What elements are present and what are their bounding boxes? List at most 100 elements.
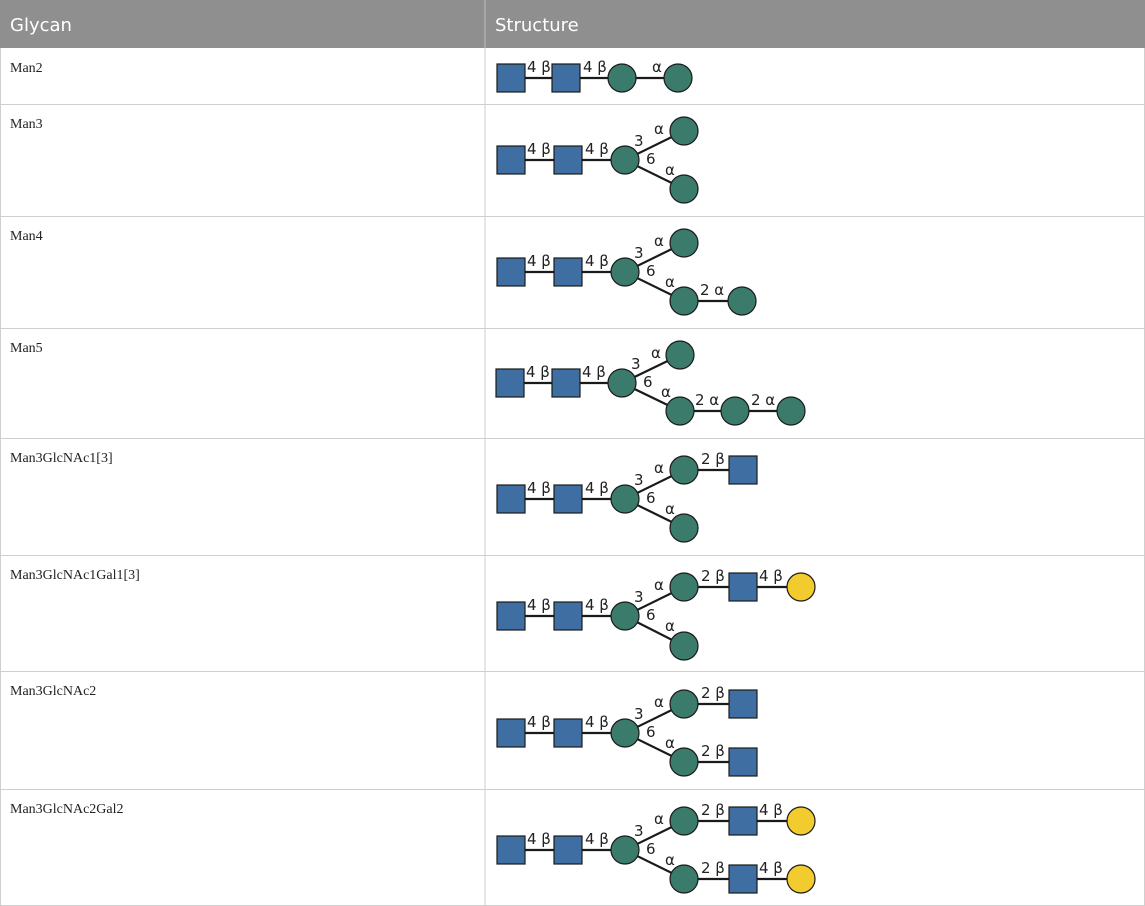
mannose-circle-icon <box>610 257 640 287</box>
table-row: Man2 4 β 4 β α <box>10 58 693 93</box>
glcnac-square-icon <box>551 368 581 398</box>
linkage-label: α <box>665 851 675 869</box>
glcnac-square-icon <box>496 718 526 748</box>
glcnac-square-icon <box>728 806 758 836</box>
glycan-name: Man3GlcNAc2Gal2 <box>10 802 124 817</box>
linkage-label: α <box>654 120 664 138</box>
linkage-label: α <box>665 273 675 291</box>
linkage-label: 4 β <box>527 140 551 158</box>
linkage-label: 6 <box>646 840 656 858</box>
mannose-circle-icon <box>776 396 806 426</box>
linkage-label: α <box>651 344 661 362</box>
linkage-label: 4 β <box>583 58 607 76</box>
mannose-circle-icon <box>669 747 699 777</box>
linkage-label: α <box>652 58 662 76</box>
linkage-label: 6 <box>643 373 653 391</box>
glycan-name: Man3GlcNAc1Gal1[3] <box>10 568 140 583</box>
linkage-label: 2 α <box>700 281 724 299</box>
glcnac-square-icon <box>728 572 758 602</box>
mannose-circle-icon <box>669 286 699 316</box>
linkage-label: 4 β <box>527 252 551 270</box>
mannose-circle-icon <box>720 396 750 426</box>
glcnac-square-icon <box>553 718 583 748</box>
linkage-label: 2 β <box>701 801 725 819</box>
mannose-circle-icon <box>669 228 699 258</box>
mannose-circle-icon <box>665 396 695 426</box>
mannose-circle-icon <box>607 63 637 93</box>
linkage-label: 3 <box>634 705 644 723</box>
mannose-circle-icon <box>669 631 699 661</box>
mannose-circle-icon <box>669 572 699 602</box>
mannose-circle-icon <box>669 689 699 719</box>
linkage-label: α <box>665 500 675 518</box>
linkage-label: α <box>661 383 671 401</box>
glcnac-square-icon <box>728 864 758 894</box>
linkage-label: 3 <box>634 822 644 840</box>
linkage-label: 6 <box>646 723 656 741</box>
linkage-label: 6 <box>646 606 656 624</box>
galactose-circle-icon <box>786 864 816 894</box>
linkage-label: 2 β <box>701 742 725 760</box>
linkage-label: 4 β <box>527 596 551 614</box>
linkage-label: 4 β <box>759 567 783 585</box>
linkage-label: 4 β <box>527 58 551 76</box>
linkage-label: 3 <box>634 132 644 150</box>
linkage-label: 4 β <box>526 363 550 381</box>
mannose-circle-icon <box>610 601 640 631</box>
header-glycan: Glycan <box>10 15 72 36</box>
linkage-label: 3 <box>634 588 644 606</box>
galactose-circle-icon <box>786 806 816 836</box>
mannose-circle-icon <box>610 484 640 514</box>
glcnac-square-icon <box>496 257 526 287</box>
glycan-name: Man2 <box>10 61 43 76</box>
linkage-label: α <box>665 161 675 179</box>
linkage-label: 3 <box>631 355 641 373</box>
glcnac-square-icon <box>553 601 583 631</box>
linkage-label: 4 β <box>585 713 609 731</box>
glcnac-square-icon <box>728 689 758 719</box>
linkage-label: 4 β <box>585 596 609 614</box>
glycan-name: Man3GlcNAc2 <box>10 684 96 699</box>
glcnac-square-icon <box>553 835 583 865</box>
mannose-circle-icon <box>669 513 699 543</box>
linkage-label: 3 <box>634 471 644 489</box>
mannose-circle-icon <box>610 835 640 865</box>
linkage-label: 4 β <box>582 363 606 381</box>
linkage-label: 3 <box>634 244 644 262</box>
linkage-label: 2 β <box>701 567 725 585</box>
glcnac-square-icon <box>496 145 526 175</box>
linkage-label: 2 α <box>695 391 719 409</box>
mannose-circle-icon <box>610 718 640 748</box>
linkage-label: 4 β <box>527 479 551 497</box>
linkage-label: α <box>654 810 664 828</box>
glcnac-square-icon <box>728 747 758 777</box>
mannose-circle-icon <box>669 806 699 836</box>
glcnac-square-icon <box>496 601 526 631</box>
linkage-label: 6 <box>646 150 656 168</box>
linkage-label: α <box>665 617 675 635</box>
glycan-name: Man3GlcNAc1[3] <box>10 451 113 466</box>
linkage-label: 4 β <box>585 140 609 158</box>
glcnac-square-icon <box>728 455 758 485</box>
glcnac-square-icon <box>553 484 583 514</box>
linkage-label: 2 α <box>751 391 775 409</box>
linkage-label: 4 β <box>759 859 783 877</box>
glcnac-square-icon <box>495 368 525 398</box>
linkage-label: 4 β <box>585 479 609 497</box>
glcnac-square-icon <box>551 63 581 93</box>
mannose-circle-icon <box>610 145 640 175</box>
linkage-label: 4 β <box>527 830 551 848</box>
glycan-name: Man3 <box>10 117 43 132</box>
